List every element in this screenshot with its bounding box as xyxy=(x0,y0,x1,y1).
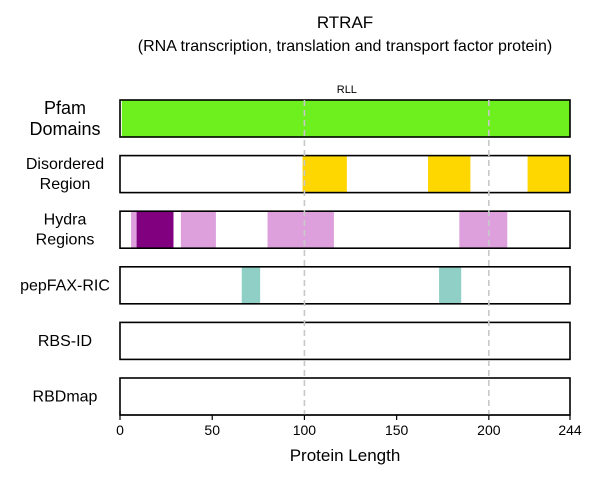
track-1-segment-2 xyxy=(527,155,570,193)
chart-title: RTRAF xyxy=(317,13,373,32)
x-tick-label-3: 150 xyxy=(385,422,409,438)
x-axis-label: Protein Length xyxy=(290,446,401,465)
track-0-segment-0 xyxy=(121,100,570,137)
chart-subtitle: (RNA transcription, translation and tran… xyxy=(138,38,552,55)
track-2-label-line-1: Regions xyxy=(36,232,95,249)
track-1-frame xyxy=(119,154,571,194)
track-3-segment-1 xyxy=(439,266,462,304)
track-1-label-line-1: Region xyxy=(40,176,91,193)
x-axis: 0 50 100 150 200 244 xyxy=(116,411,582,438)
track-2: Hydra Regions xyxy=(36,210,571,249)
track-3: pepFAX-RIC xyxy=(20,265,571,305)
track-3-segment-0 xyxy=(241,266,261,304)
track-3-label-line-0: pepFAX-RIC xyxy=(20,277,110,294)
x-tick-label-4: 200 xyxy=(477,422,501,438)
track-5-label-line-0: RBDmap xyxy=(33,389,98,406)
x-tick-label-2: 100 xyxy=(293,422,317,438)
track-3-frame xyxy=(119,265,571,305)
track-1-label-line-0: Disordered xyxy=(26,156,104,173)
track-1-segment-0 xyxy=(302,155,347,193)
track-1-segment-1 xyxy=(427,155,471,193)
track-4-label-line-0: RBS-ID xyxy=(38,333,92,350)
annotations-group: RLL xyxy=(337,84,357,96)
annotation-0: RLL xyxy=(337,84,357,96)
track-0-frame xyxy=(119,99,571,138)
track-4: RBS-ID xyxy=(38,321,571,361)
track-2-segment-0 xyxy=(131,211,137,249)
track-2-segment-3 xyxy=(267,211,334,249)
x-tick-label-5: 244 xyxy=(558,422,582,438)
track-0-label-line-1: Domains xyxy=(29,119,100,139)
track-2-frame xyxy=(119,210,571,249)
track-0-label-line-0: Pfam xyxy=(44,98,86,118)
track-4-frame xyxy=(119,321,571,361)
track-2-segment-1 xyxy=(136,211,174,249)
x-tick-label-0: 0 xyxy=(116,422,124,438)
track-2-segment-4 xyxy=(459,211,508,249)
reference-lines-group xyxy=(303,100,490,415)
track-1: Disordered Region xyxy=(26,154,571,194)
track-2-segment-2 xyxy=(180,211,216,249)
x-tick-label-1: 50 xyxy=(204,422,220,438)
track-5-frame xyxy=(119,377,571,416)
track-2-label-line-0: Hydra xyxy=(44,212,87,229)
